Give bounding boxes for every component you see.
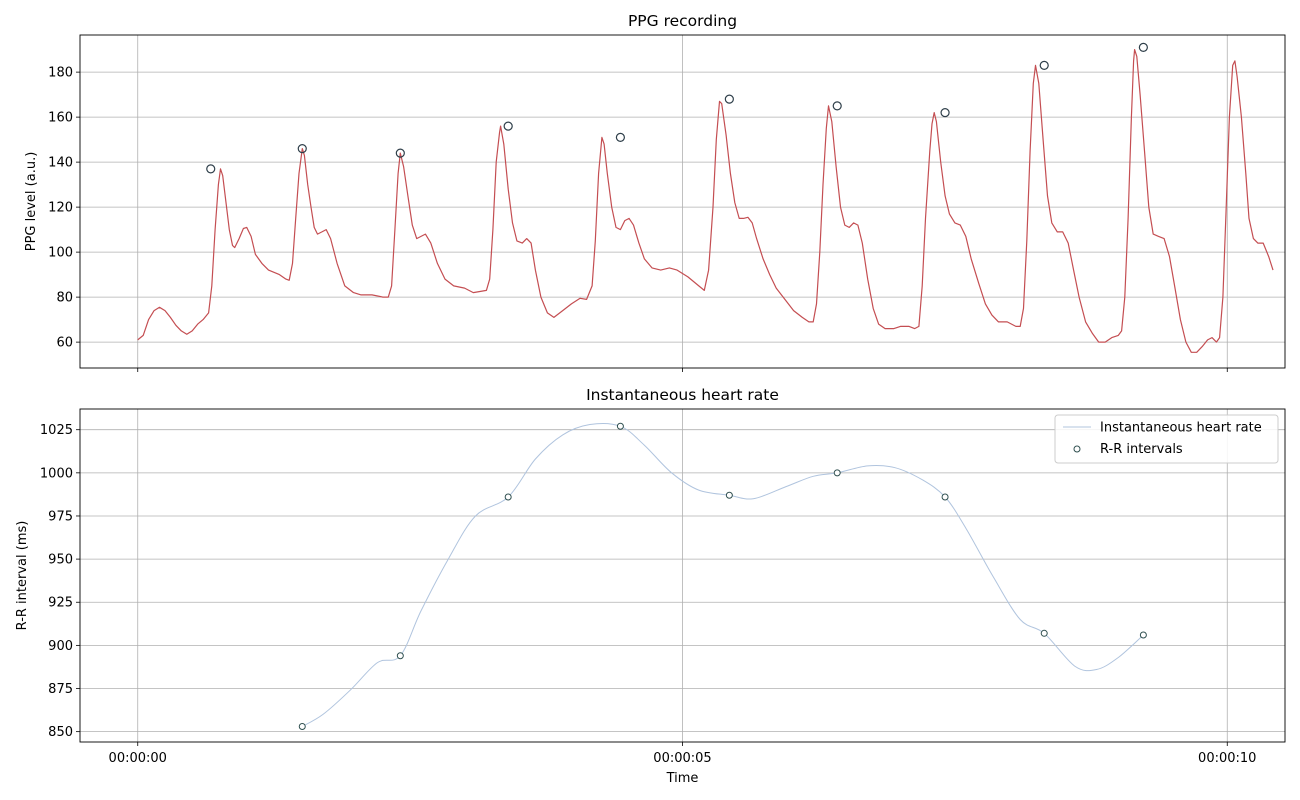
ppg-peak-marker (832, 101, 842, 111)
ppg-peak-marker (395, 148, 405, 158)
ppg-peak-marker (1138, 42, 1148, 52)
ppg-peak-marker (1039, 60, 1049, 70)
rr-interval-point (1040, 629, 1048, 637)
y-tick-label: 950 (48, 553, 73, 568)
y-tick-label: 1000 (40, 466, 73, 481)
rr-interval-point (1139, 631, 1147, 639)
y-tick-label: 900 (48, 639, 73, 654)
ppg-signal-line (137, 48, 1274, 353)
y-tick-label: 975 (48, 509, 73, 524)
ppg-peak-marker (615, 132, 625, 142)
y-tick-label: 850 (48, 725, 73, 740)
ppg-peak-marker (503, 121, 513, 131)
ppg-chart: 60 80 100 120 140 160 180 PPG recording PPG leve… (24, 12, 1286, 372)
rr-interval-point (298, 722, 306, 730)
x-tick-label: 00:00:05 (653, 751, 711, 766)
rr-interval-point (833, 469, 841, 477)
heart-rate-chart: 850 875 900 925 950 975 1000 1025 00:00:00 00:00:… (15, 386, 1286, 786)
y-tick-label: 180 (48, 66, 73, 81)
legend-box (1054, 414, 1279, 464)
y-tick-label: 120 (48, 201, 73, 216)
rr-interval-point (616, 422, 624, 430)
x-axis-label: Time (666, 771, 699, 786)
heart-rate-line (302, 423, 1144, 727)
y-tick-label: 100 (48, 246, 73, 261)
y-tick-label: 160 (48, 111, 73, 126)
legend: Instantaneous heart rate R-R intervals (1054, 414, 1279, 464)
legend-label-heart-rate: Instantaneous heart rate (1100, 421, 1262, 436)
x-tick-label: 00:00:10 (1198, 751, 1256, 766)
chart-title: PPG recording (628, 12, 737, 30)
ppg-peak-marker (724, 94, 734, 104)
y-tick-label: 1025 (40, 423, 73, 438)
rr-interval-point (941, 493, 949, 501)
y-tick-label: 140 (48, 156, 73, 171)
legend-marker-swatch (1073, 445, 1081, 453)
ppg-peak-marker (297, 144, 307, 154)
y-tick-label: 925 (48, 596, 73, 611)
chart-title: Instantaneous heart rate (586, 386, 779, 404)
rr-interval-point (725, 491, 733, 499)
legend-label-rr-intervals: R-R intervals (1100, 442, 1183, 457)
y-tick-label: 80 (56, 291, 73, 306)
rr-interval-point (504, 493, 512, 501)
rr-interval-point (396, 652, 404, 660)
x-tick-label: 00:00:00 (109, 751, 167, 766)
y-tick-label: 875 (48, 682, 73, 697)
y-tick-label: 60 (56, 336, 73, 351)
y-axis-label: R-R interval (ms) (15, 521, 30, 631)
y-axis-label: PPG level (a.u.) (24, 152, 39, 252)
ppg-peak-marker (940, 108, 950, 118)
ppg-peak-marker (206, 164, 216, 174)
